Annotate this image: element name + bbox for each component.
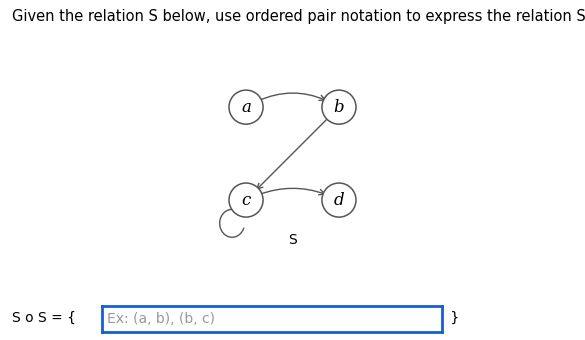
Text: a: a — [241, 99, 251, 116]
Text: Given the relation S below, use ordered pair notation to express the relation S : Given the relation S below, use ordered … — [12, 8, 585, 23]
Text: c: c — [242, 191, 250, 208]
FancyArrowPatch shape — [259, 188, 325, 195]
Circle shape — [322, 183, 356, 217]
Circle shape — [322, 90, 356, 124]
Circle shape — [229, 183, 263, 217]
FancyArrowPatch shape — [257, 117, 329, 189]
Circle shape — [229, 90, 263, 124]
Text: b: b — [333, 99, 345, 116]
Text: }: } — [446, 311, 460, 325]
Text: d: d — [333, 191, 345, 208]
FancyArrowPatch shape — [259, 93, 325, 101]
Text: S: S — [288, 233, 297, 247]
Text: S o S = {: S o S = { — [12, 311, 75, 325]
Text: Ex: (a, b), (b, c): Ex: (a, b), (b, c) — [108, 312, 215, 326]
